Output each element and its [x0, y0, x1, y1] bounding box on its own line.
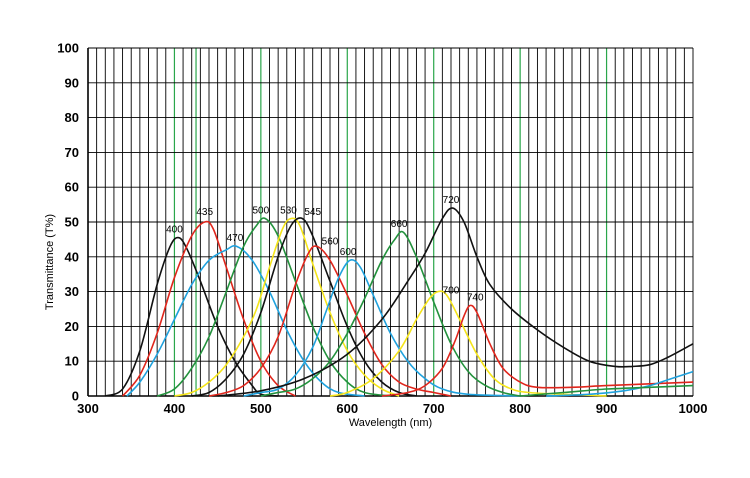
y-tick-label-90: 90	[65, 75, 79, 90]
curves	[104, 207, 694, 397]
peak-label-470: 470	[227, 233, 244, 244]
series-line-700	[329, 290, 607, 397]
series-line-740	[381, 304, 694, 397]
y-tick-label-0: 0	[72, 389, 79, 404]
peak-label-545: 545	[304, 207, 321, 218]
series-line-720	[217, 207, 694, 397]
x-axis-ticks: 300 400 500 600 700 800 900 1000	[77, 401, 707, 416]
x-tick-label-900: 900	[596, 401, 618, 416]
y-tick-label-80: 80	[65, 110, 79, 125]
y-tick-label-70: 70	[65, 145, 79, 160]
y-tick-label-20: 20	[65, 319, 79, 334]
series-line-560	[208, 245, 452, 397]
y-tick-label-30: 30	[65, 284, 79, 299]
peak-label-435: 435	[196, 207, 213, 218]
series-line-660	[260, 230, 521, 397]
x-tick-label-1000: 1000	[679, 401, 708, 416]
peak-label-530: 530	[280, 205, 297, 216]
peak-label-660: 660	[391, 219, 408, 230]
y-axis-title: Transmittance (T%)	[44, 214, 56, 310]
x-tick-label-300: 300	[77, 401, 99, 416]
peak-label-560: 560	[322, 237, 339, 248]
y-tick-label-100: 100	[57, 41, 79, 56]
series-line-530	[174, 217, 400, 397]
y-tick-label-60: 60	[65, 180, 79, 195]
x-tick-label-700: 700	[423, 401, 445, 416]
x-tick-label-500: 500	[250, 401, 272, 416]
peak-label-720: 720	[443, 195, 460, 206]
y-tick-label-50: 50	[65, 215, 79, 230]
peak-label-700: 700	[443, 285, 460, 296]
x-tick-label-600: 600	[336, 401, 358, 416]
series-line-500	[156, 217, 391, 397]
y-axis-ticks: 0 10 20 30 40 50 60 70 80 90 100	[57, 41, 79, 404]
y-tick-label-10: 10	[65, 354, 79, 369]
x-axis-title: Wavelength (nm)	[349, 417, 432, 429]
series-line-545	[191, 217, 417, 397]
series-line-600	[243, 259, 521, 397]
series-line-470	[126, 245, 365, 397]
peak-label-600: 600	[340, 247, 357, 258]
peak-label-500: 500	[253, 205, 270, 216]
series-line-435	[121, 220, 296, 397]
series-line-400	[104, 236, 279, 397]
peak-label-740: 740	[467, 292, 484, 303]
x-tick-label-800: 800	[509, 401, 531, 416]
series-line-tail-13	[520, 384, 694, 397]
x-tick-label-400: 400	[164, 401, 186, 416]
peak-label-400: 400	[166, 224, 183, 235]
y-tick-label-40: 40	[65, 249, 79, 264]
